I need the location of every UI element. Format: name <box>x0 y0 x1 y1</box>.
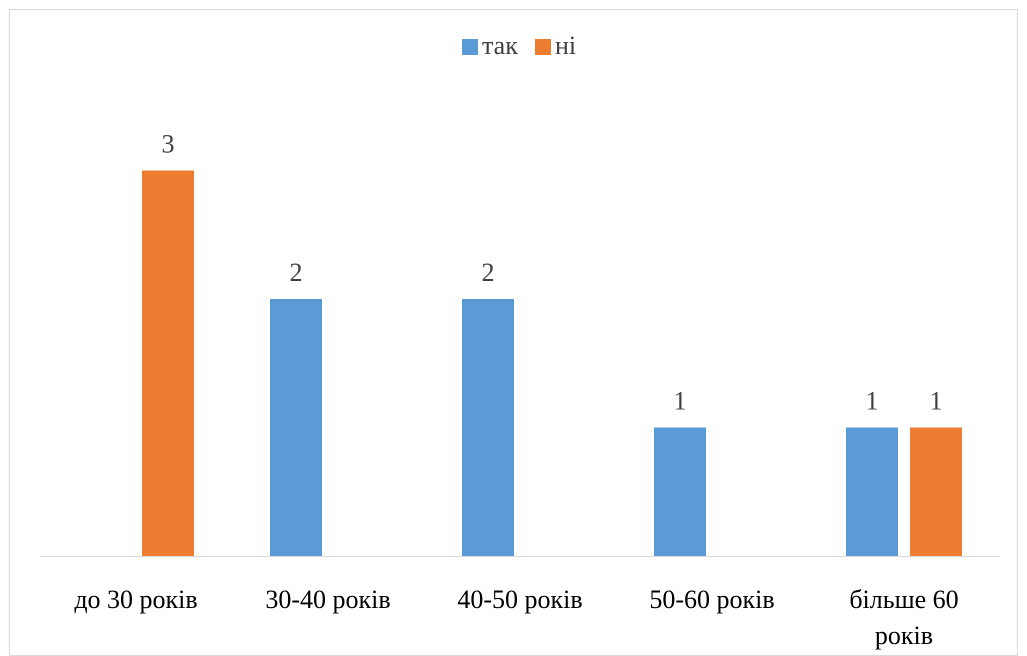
bar-так-4 <box>846 427 898 556</box>
legend: так ні <box>462 31 576 60</box>
legend-label-так: так <box>482 31 518 60</box>
data-label-ні-4: 1 <box>930 387 943 416</box>
x-axis-tick-labels: до 30 років 30-40 років 40-50 років 50-60 р… <box>74 585 958 650</box>
data-label-так-1: 2 <box>290 258 303 287</box>
data-label-так-2: 2 <box>482 258 495 287</box>
bar-так-2 <box>462 299 514 556</box>
bar-так-1 <box>270 299 322 556</box>
plot-area <box>142 170 962 556</box>
bar-так-3 <box>654 427 706 556</box>
bar-ні-0 <box>142 170 194 556</box>
data-label-так-4: 1 <box>866 387 879 416</box>
x-tick-label-3: 50-60 років <box>649 585 774 614</box>
x-tick-label-2: 40-50 років <box>457 585 582 614</box>
x-tick-label-0: до 30 років <box>74 585 197 614</box>
legend-swatch-ні <box>535 39 551 55</box>
bar-ні-4 <box>910 427 962 556</box>
data-label-ні-0: 3 <box>162 130 175 159</box>
legend-label-ні: ні <box>555 31 576 60</box>
x-tick-label-4: більше 60 років <box>849 585 958 650</box>
x-tick-label-1: 30-40 років <box>265 585 390 614</box>
legend-swatch-так <box>462 39 478 55</box>
data-label-так-3: 1 <box>674 387 687 416</box>
data-labels: 3 2 2 1 1 1 <box>162 130 943 416</box>
